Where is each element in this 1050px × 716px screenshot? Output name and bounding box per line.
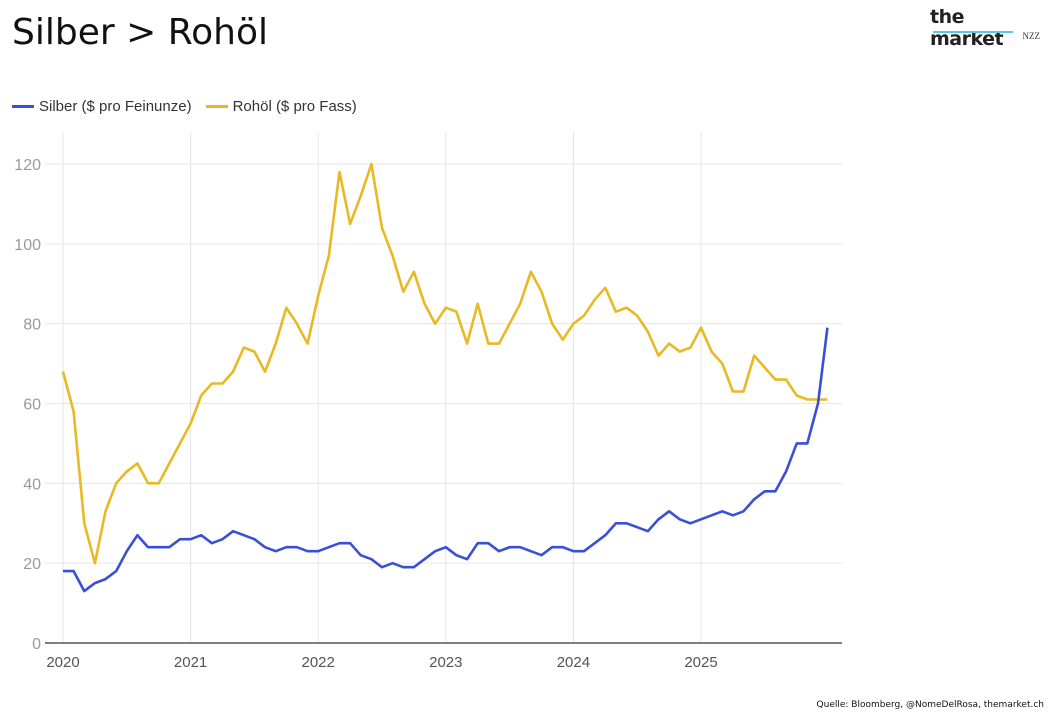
x-tick-label: 2020 [46, 654, 79, 671]
x-tick-label: 2025 [684, 654, 717, 671]
brand-logo: the market NZZ [930, 6, 1042, 50]
y-tick-label: 60 [23, 397, 41, 414]
legend-label: Silber ($ pro Feinunze) [39, 98, 192, 115]
y-tick-label: 120 [14, 157, 41, 174]
logo-sub: NZZ [1022, 31, 1041, 41]
page-title: Silber > Rohöl [12, 12, 268, 53]
logo-underline [933, 31, 1013, 33]
source-note: Quelle: Bloomberg, @NomeDelRosa, themark… [816, 700, 1044, 710]
legend-item-rohoel: Rohöl ($ pro Fass) [205, 98, 357, 115]
legend-label: Rohöl ($ pro Fass) [232, 98, 357, 115]
x-tick-label: 2022 [302, 654, 335, 671]
legend-swatch [205, 105, 228, 108]
y-tick-label: 80 [23, 317, 41, 334]
x-tick-label: 2023 [429, 654, 462, 671]
x-tick-label: 2021 [174, 654, 207, 671]
chart-legend: Silber ($ pro Feinunze) Rohöl ($ pro Fas… [12, 98, 357, 115]
y-tick-label: 20 [23, 556, 41, 573]
x-tick-label: 2024 [557, 654, 590, 671]
series-line-rohoel [61, 162, 828, 565]
y-tick-label: 0 [32, 636, 41, 653]
y-tick-label: 100 [14, 237, 41, 254]
legend-swatch [12, 105, 34, 108]
legend-item-silber: Silber ($ pro Feinunze) [12, 98, 192, 115]
series-line-silber [63, 327, 829, 593]
logo-name: the market [930, 6, 1004, 50]
y-tick-label: 40 [23, 476, 41, 493]
